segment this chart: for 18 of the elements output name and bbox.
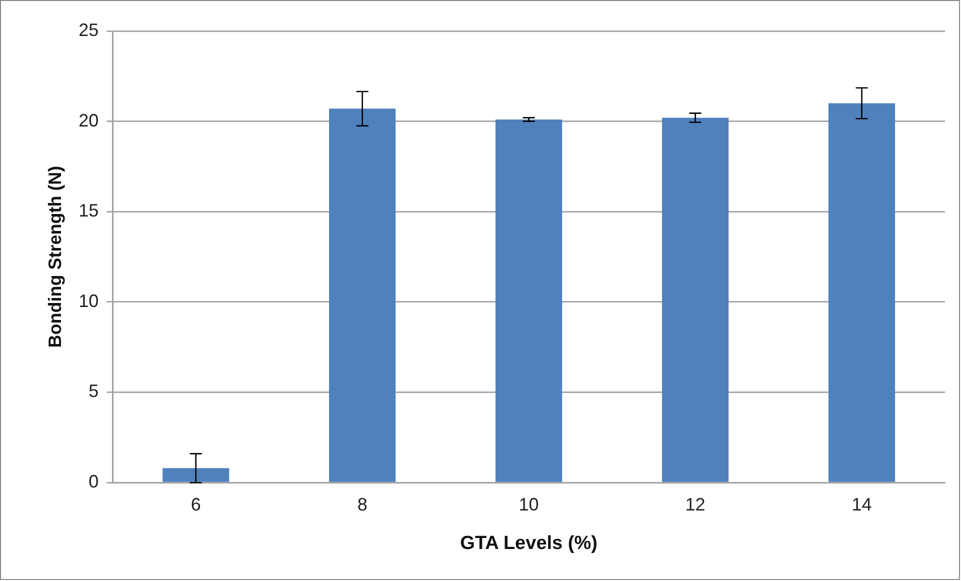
bar	[662, 118, 729, 482]
y-tick-label: 20	[78, 110, 99, 130]
y-tick-label: 10	[78, 290, 99, 311]
y-tick-label: 5	[88, 381, 99, 402]
y-tick-label: 25	[78, 20, 99, 40]
x-tick-label: 10	[518, 494, 539, 514]
x-tick-label: 6	[190, 494, 201, 514]
bar	[496, 120, 562, 482]
x-tick-label: 8	[357, 494, 368, 514]
x-axis-title: GTA Levels (%)	[460, 532, 598, 554]
y-tick-label: 0	[88, 472, 99, 492]
x-tick-label: 14	[852, 494, 872, 514]
x-tick-label: 12	[685, 494, 706, 514]
bar	[828, 103, 896, 482]
y-tick-label: 15	[78, 200, 99, 221]
bar	[162, 468, 230, 482]
y-axis-title: Bonding Strength (N)	[44, 166, 65, 348]
bar	[329, 108, 396, 482]
